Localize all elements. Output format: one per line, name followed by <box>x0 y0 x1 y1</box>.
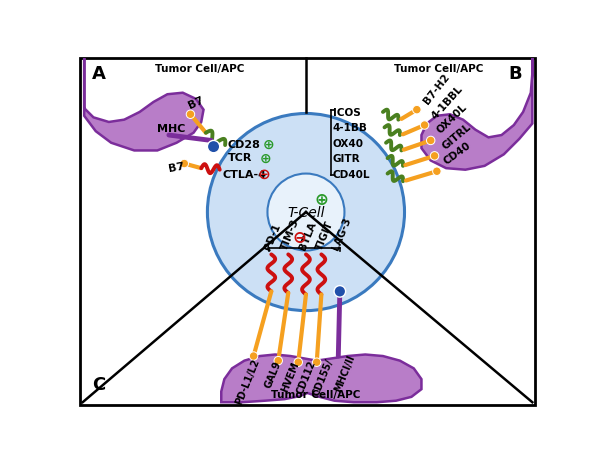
Text: A: A <box>92 65 106 83</box>
Text: CD28: CD28 <box>227 139 260 149</box>
Text: CD112: CD112 <box>295 358 317 395</box>
Text: GITRL: GITRL <box>440 121 473 151</box>
Circle shape <box>208 114 404 311</box>
Text: 4-1BBL: 4-1BBL <box>429 84 464 121</box>
Text: CD155/: CD155/ <box>311 356 335 396</box>
Polygon shape <box>84 59 203 151</box>
Text: Tumor Cell/APC: Tumor Cell/APC <box>394 64 483 74</box>
Text: MHC: MHC <box>157 124 186 134</box>
Text: GAL9: GAL9 <box>263 358 283 389</box>
Text: GITR: GITR <box>333 154 361 164</box>
Circle shape <box>430 152 439 161</box>
Circle shape <box>274 357 283 365</box>
Text: ⊕: ⊕ <box>260 151 272 165</box>
Text: CTLA-4: CTLA-4 <box>223 169 267 179</box>
Text: CD40: CD40 <box>442 140 473 166</box>
Text: TCR: TCR <box>227 153 252 163</box>
Text: Tumor Cell/APC: Tumor Cell/APC <box>155 64 244 74</box>
Polygon shape <box>421 59 532 170</box>
Circle shape <box>334 286 346 297</box>
Circle shape <box>186 111 194 119</box>
Circle shape <box>180 160 188 168</box>
Text: ⊕: ⊕ <box>263 137 275 151</box>
Text: B7: B7 <box>167 161 185 174</box>
Circle shape <box>268 174 344 251</box>
Text: HVEM: HVEM <box>280 359 301 392</box>
Text: MHCl/ll: MHCl/ll <box>332 353 356 393</box>
Text: ICOS: ICOS <box>333 108 361 118</box>
Text: T-Cell: T-Cell <box>287 206 325 219</box>
Text: ⊕: ⊕ <box>314 190 328 208</box>
Text: OX40: OX40 <box>333 139 364 148</box>
Text: ⊖: ⊖ <box>257 167 270 182</box>
Text: B: B <box>508 65 521 83</box>
Text: LAG-3: LAG-3 <box>330 215 353 251</box>
Circle shape <box>313 358 321 367</box>
Text: B7-H2: B7-H2 <box>421 72 451 106</box>
Text: PD-1: PD-1 <box>263 221 283 251</box>
Text: ⊖: ⊖ <box>293 229 307 247</box>
Polygon shape <box>221 355 421 403</box>
Text: BTLA: BTLA <box>297 219 318 251</box>
Text: Tumor Cell/APC: Tumor Cell/APC <box>271 389 360 399</box>
Circle shape <box>413 106 421 115</box>
Circle shape <box>294 358 302 367</box>
Text: OX40L: OX40L <box>436 102 469 135</box>
Circle shape <box>427 137 435 146</box>
Text: TIGIT: TIGIT <box>314 219 335 251</box>
Circle shape <box>421 122 429 130</box>
Circle shape <box>433 168 441 176</box>
Circle shape <box>250 352 258 360</box>
Text: 4-1BB: 4-1BB <box>333 123 368 133</box>
Text: PD-L1/L2: PD-L1/L2 <box>233 356 261 405</box>
Text: TIM-3: TIM-3 <box>279 217 301 251</box>
Text: B7: B7 <box>187 95 205 111</box>
Text: CD40L: CD40L <box>333 169 370 179</box>
Text: C: C <box>92 375 105 393</box>
Circle shape <box>208 141 220 153</box>
